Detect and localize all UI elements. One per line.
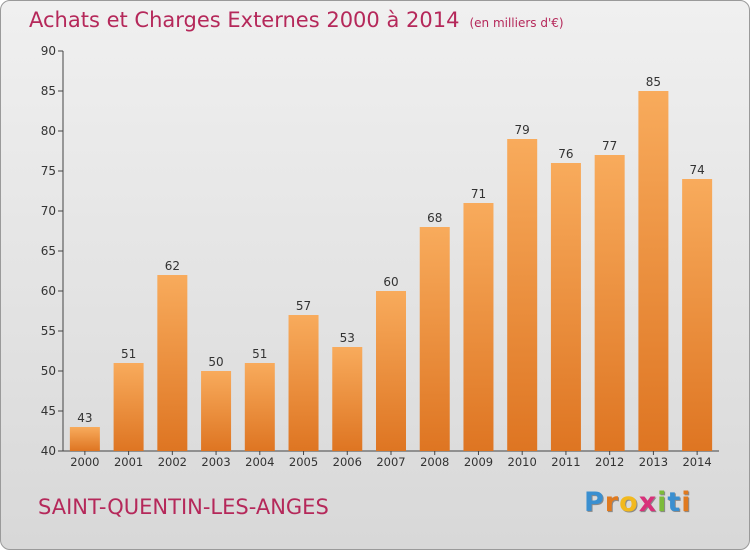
y-tick-label: 60 [41,284,56,298]
y-tick-label: 80 [41,124,56,138]
x-tick-label: 2008 [420,455,449,469]
bar [113,363,144,451]
data-label: 53 [340,331,355,345]
chart-unit: (en milliers d'€) [469,16,564,30]
x-tick-label: 2004 [245,455,274,469]
y-tick-label: 75 [41,164,56,178]
bar [682,179,713,451]
x-tick-label: 2009 [464,455,493,469]
logo-letter: P [584,487,605,518]
bar [332,347,363,451]
x-tick-label: 2012 [595,455,624,469]
data-label: 79 [515,123,530,137]
data-label: 62 [165,259,180,273]
axes: 40 45 50 55 60 65 70 75 80 85 90 2000 2001 2002 2003 20… [41,44,719,469]
x-tick-label: 2006 [333,455,362,469]
x-tick-label: 2005 [289,455,318,469]
data-label: 60 [383,275,398,289]
y-tick-label: 55 [41,324,56,338]
data-label: 50 [208,355,223,369]
data-label: 76 [558,147,573,161]
bar [244,363,275,451]
bar [507,139,538,451]
bar [419,227,450,451]
data-label: 43 [77,411,92,425]
data-label: 77 [602,139,617,153]
x-tick-label: 2013 [639,455,668,469]
data-label: 51 [121,347,136,361]
commune-name: SAINT-QUENTIN-LES-ANGES [38,495,329,519]
chart-title-text: Achats et Charges Externes 2000 à 2014 [29,8,460,32]
bar [638,91,669,451]
logo-letter: o [619,487,639,518]
data-label: 71 [471,187,486,201]
data-label: 74 [689,163,704,177]
y-tick-label: 65 [41,244,56,258]
logo-letter: i [657,487,668,518]
bar [201,371,232,451]
x-tick-label: 2000 [70,455,99,469]
bar [376,291,406,451]
chart-title: Achats et Charges Externes 2000 à 2014 (e… [29,8,564,32]
x-tick-label: 2014 [682,455,711,469]
bar [463,203,494,451]
bar [288,315,319,451]
logo-letter: t [667,487,682,518]
bar [157,275,188,451]
value-labels: 43 51 62 50 51 57 53 60 68 71 79 76 77 85 74 [77,75,705,425]
x-tick-label: 2003 [201,455,230,469]
y-tick-label: 45 [41,404,56,418]
y-tick-label: 85 [41,84,56,98]
y-tick-label: 50 [41,364,56,378]
logo-letter: x [638,487,658,518]
y-tick-label: 90 [41,44,56,58]
bar [550,163,581,451]
proxiti-logo: Proxiti [584,487,692,518]
y-tick-label: 70 [41,204,56,218]
data-label: 57 [296,299,311,313]
x-tick-label: 2011 [551,455,580,469]
bar [69,427,100,451]
data-label: 68 [427,211,442,225]
data-label: 85 [646,75,661,89]
logo-letter: i [681,487,692,518]
x-tick-label: 2002 [158,455,187,469]
data-label: 51 [252,347,267,361]
bars [69,91,713,451]
bar [594,155,625,451]
x-tick-label: 2007 [376,455,405,469]
y-tick-label: 40 [41,444,56,458]
x-tick-label: 2010 [508,455,537,469]
logo-letter: r [604,487,620,518]
x-tick-label: 2001 [114,455,143,469]
